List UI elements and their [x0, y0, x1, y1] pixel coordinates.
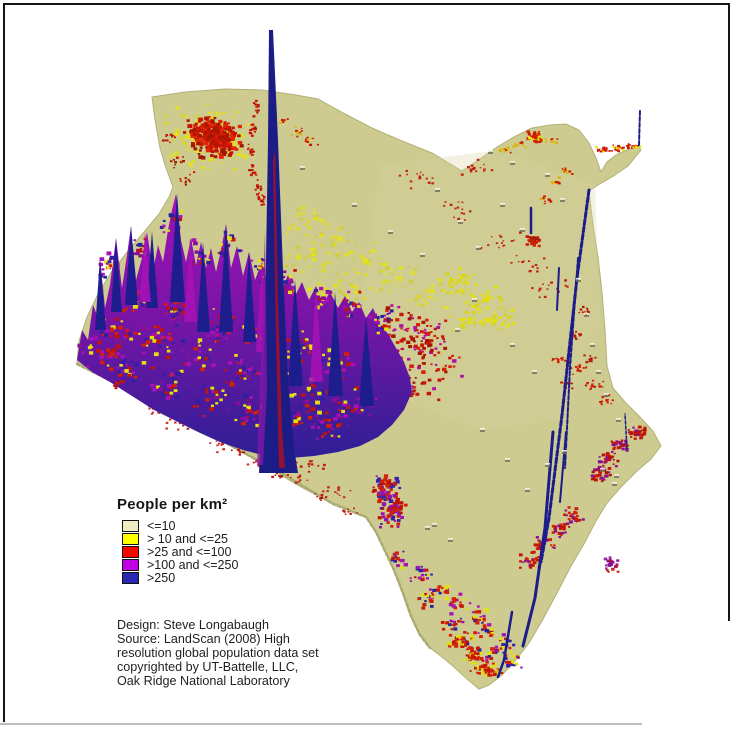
legend-item: >250 — [122, 572, 238, 585]
credit-line: copyrighted by UT-Battelle, LLC, — [117, 659, 299, 674]
legend-color-swatch — [122, 533, 139, 545]
legend-color-swatch — [122, 546, 139, 558]
legend-color-swatch — [122, 520, 139, 532]
legend-item: <=10 — [122, 520, 238, 533]
map-credits: Design: Steve Longabaugh Source: LandScan… — [117, 618, 319, 689]
legend-item: >100 and <=250 — [122, 559, 238, 572]
legend-color-swatch — [122, 559, 139, 571]
legend-label: >250 — [147, 571, 176, 585]
legend-label: <=10 — [147, 519, 176, 533]
credit-line: Source: LandScan (2008) High — [117, 631, 290, 646]
legend-label: >25 and <=100 — [147, 545, 232, 559]
legend-label: >100 and <=250 — [147, 558, 239, 572]
legend-item: > 10 and <=25 — [122, 533, 238, 546]
credit-line: Design: Steve Longabaugh — [117, 618, 269, 632]
credit-line: Oak Ridge National Laboratory — [117, 673, 290, 688]
frame-right-border — [728, 3, 730, 621]
legend-color-swatch — [122, 572, 139, 584]
legend-item: >25 and <=100 — [122, 546, 238, 559]
legend-label: > 10 and <=25 — [147, 532, 228, 546]
legend-items: <=10 > 10 and <=25 >25 and <=100 >100 and <… — [122, 520, 238, 585]
legend-title: People per km² — [117, 496, 228, 513]
map-legend: People per km² <=10 > 10 and <=25 >25 and … — [117, 496, 238, 585]
frame-left-border — [3, 3, 5, 722]
frame-bottom-border — [0, 723, 642, 725]
credit-line: resolution global population data set — [117, 645, 319, 660]
frame-top-border — [3, 3, 730, 5]
